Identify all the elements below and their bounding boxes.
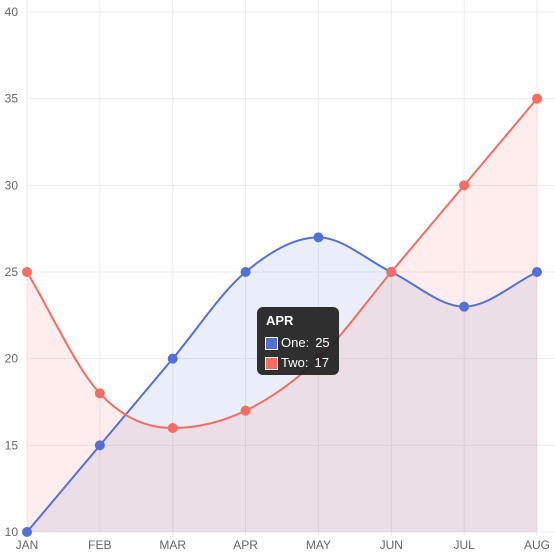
series-two-area <box>27 98 537 533</box>
series-two-point-feb <box>94 388 105 399</box>
tooltip-title: APR <box>266 313 294 328</box>
series-two-point-mar <box>167 423 178 433</box>
series-two-point-jul <box>459 180 470 191</box>
series-areas <box>27 98 537 533</box>
x-tick-label-jul: JUL <box>453 538 475 552</box>
y-tick-label-25: 25 <box>5 265 19 279</box>
x-tick-label-apr: APR <box>233 538 258 552</box>
tooltip-swatch-one <box>265 336 278 350</box>
tooltip-row-one: One: 25 <box>265 333 331 353</box>
x-tick-label-feb: FEB <box>88 538 111 552</box>
tooltip-label-one: One: <box>281 335 310 350</box>
y-tick-label-15: 15 <box>5 438 19 452</box>
series-one-line <box>26 236 538 533</box>
series-one-point-mar <box>167 353 178 364</box>
series-one-point-jul <box>459 301 470 312</box>
series-points <box>22 93 542 537</box>
x-tick-label-mar: MAR <box>159 538 186 552</box>
tooltip-row-two: Two: 17 <box>265 353 331 373</box>
series-one-point-feb <box>94 440 105 451</box>
series-two-point-apr <box>240 405 251 416</box>
x-tick-label-may: MAY <box>306 538 331 552</box>
x-tick-label-aug: AUG <box>524 538 550 552</box>
series-one-point-aug <box>532 267 542 277</box>
series-one-point-may <box>313 232 324 243</box>
tooltip-value-one: 25 <box>315 335 330 350</box>
tooltip-value-two: 17 <box>314 355 329 370</box>
y-tick-label-30: 30 <box>5 178 19 192</box>
x-tick-label-jan: JAN <box>16 538 39 552</box>
tooltip-swatch-two <box>265 356 278 370</box>
y-tick-label-20: 20 <box>5 352 19 366</box>
y-tick-label-40: 40 <box>5 5 19 19</box>
x-axis-tick-labels: JAN FEB MAR APR MAY JUN JUL AUG <box>16 538 550 552</box>
chart-tooltip: APR One: 25 Two: 17 <box>257 307 339 375</box>
series-one-point-jan <box>22 527 32 537</box>
x-tick-label-jun: JUN <box>380 538 403 552</box>
series-two-point-jan <box>22 267 32 277</box>
series-one-area <box>27 237 537 533</box>
series-one-point-apr <box>240 267 251 277</box>
tooltip-label-two: Two: <box>281 355 309 370</box>
series-two-point-aug <box>532 93 542 104</box>
y-tick-label-10: 10 <box>5 525 19 539</box>
series-two-point-jun <box>386 267 397 277</box>
y-tick-label-35: 35 <box>5 92 19 106</box>
y-axis-tick-labels: 10 15 20 25 30 35 40 <box>5 5 19 539</box>
